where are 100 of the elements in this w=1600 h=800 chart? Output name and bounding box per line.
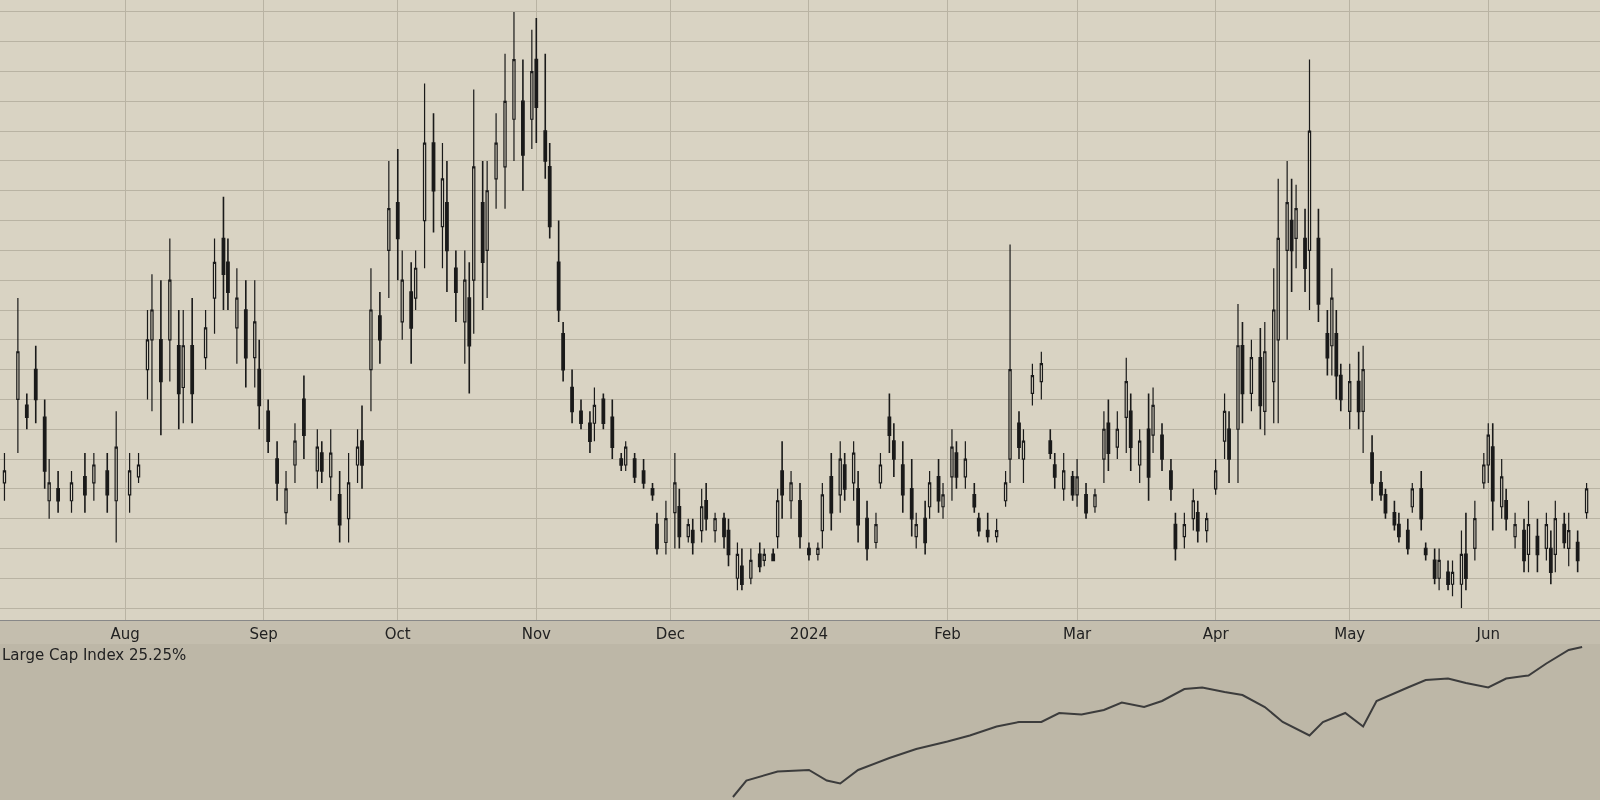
candlestick <box>610 398 615 460</box>
x-tick-label: Dec <box>655 625 685 643</box>
candlestick <box>1008 243 1012 484</box>
candlestick <box>816 541 820 561</box>
candlestick <box>253 279 257 389</box>
candlestick <box>561 321 566 383</box>
x-tick-label: Mar <box>1062 625 1093 643</box>
candlestick <box>422 82 427 269</box>
x-tick-label: Jun <box>1475 625 1500 643</box>
candlestick <box>266 398 271 454</box>
candlestick <box>664 500 668 556</box>
candlestick <box>1419 470 1424 532</box>
candlestick <box>1450 559 1455 597</box>
candlestick <box>950 428 954 502</box>
candlestick <box>1490 422 1495 532</box>
candlestick <box>1169 458 1173 502</box>
candlestick <box>1052 452 1057 490</box>
candlestick <box>1307 59 1312 311</box>
candlestick <box>994 518 999 544</box>
candlestick <box>650 482 655 502</box>
candlestick <box>985 511 990 544</box>
candlestick <box>1423 541 1428 562</box>
candlestick <box>1405 517 1410 556</box>
candlestick <box>798 482 802 550</box>
x-tick-label: Oct <box>384 625 411 643</box>
candlestick <box>472 88 476 335</box>
candlestick <box>976 511 981 538</box>
candlestick <box>1410 482 1414 514</box>
candlestick <box>136 452 141 484</box>
candlestick <box>1115 410 1120 460</box>
candlestick <box>521 58 525 192</box>
candlestick <box>315 428 320 490</box>
candlestick <box>713 512 717 544</box>
candlestick <box>235 267 239 365</box>
candlestick <box>284 470 288 526</box>
candlestick <box>1249 339 1254 412</box>
candlestick <box>56 470 60 514</box>
candlestick <box>1137 428 1142 484</box>
candlestick <box>1473 500 1477 561</box>
candlestick <box>221 195 226 311</box>
candlestick <box>1584 482 1589 520</box>
candlestick <box>851 440 856 502</box>
candlestick <box>1146 392 1151 502</box>
candlestick <box>387 160 391 299</box>
candlestick <box>632 452 637 484</box>
candlestick <box>757 541 762 574</box>
candlestick <box>673 452 677 550</box>
x-tick-label: Apr <box>1202 625 1230 643</box>
annotation: Large Cap Index 25.25% <box>2 646 187 664</box>
candlestick <box>887 392 892 454</box>
candlestick <box>512 11 516 162</box>
candlestick <box>150 273 154 412</box>
candlestick <box>820 482 825 550</box>
candlestick <box>1075 458 1079 508</box>
candlestick <box>395 148 400 281</box>
x-tick-label: Nov <box>521 625 552 643</box>
candlestick <box>780 440 785 520</box>
candlestick <box>923 499 928 556</box>
candlestick <box>601 392 606 431</box>
candlestick <box>963 440 968 490</box>
candlestick <box>83 452 87 514</box>
candlestick <box>275 440 279 502</box>
candlestick <box>377 291 382 365</box>
candlestick <box>1093 488 1097 514</box>
candlestick <box>212 237 217 335</box>
candlestick <box>570 368 574 425</box>
candlestick <box>856 470 860 544</box>
candlestick <box>47 458 51 520</box>
candlestick <box>972 482 977 514</box>
candlestick <box>735 541 740 591</box>
candlestick <box>360 404 364 490</box>
candlestick <box>159 279 163 436</box>
candlestick <box>503 53 507 210</box>
candlestick <box>1213 458 1218 496</box>
candlestick <box>346 452 351 544</box>
candlestick <box>1160 422 1164 472</box>
candlestick <box>878 452 883 490</box>
candlestick <box>927 470 932 520</box>
candlestick <box>203 309 208 371</box>
candlestick <box>494 112 498 210</box>
candlestick <box>1437 547 1441 591</box>
candlestick <box>431 112 436 234</box>
candlestick <box>33 344 38 425</box>
candlestick <box>369 267 373 412</box>
candlestick <box>1003 470 1008 508</box>
candlestick <box>24 392 29 431</box>
candlestick <box>69 470 74 514</box>
candlestick <box>1030 363 1035 406</box>
x-tick-label: May <box>1334 625 1366 643</box>
x-tick-label: Aug <box>110 625 140 643</box>
candlestick <box>127 452 132 514</box>
candlestick <box>789 470 793 520</box>
candlestick <box>579 398 583 431</box>
candlestick <box>1084 482 1088 520</box>
candlestick <box>92 452 96 502</box>
x-tick-label: Sep <box>249 625 278 643</box>
candlestick <box>293 422 297 484</box>
candlestick <box>1575 529 1580 574</box>
candlestick <box>891 422 896 478</box>
candlestick <box>775 488 780 550</box>
